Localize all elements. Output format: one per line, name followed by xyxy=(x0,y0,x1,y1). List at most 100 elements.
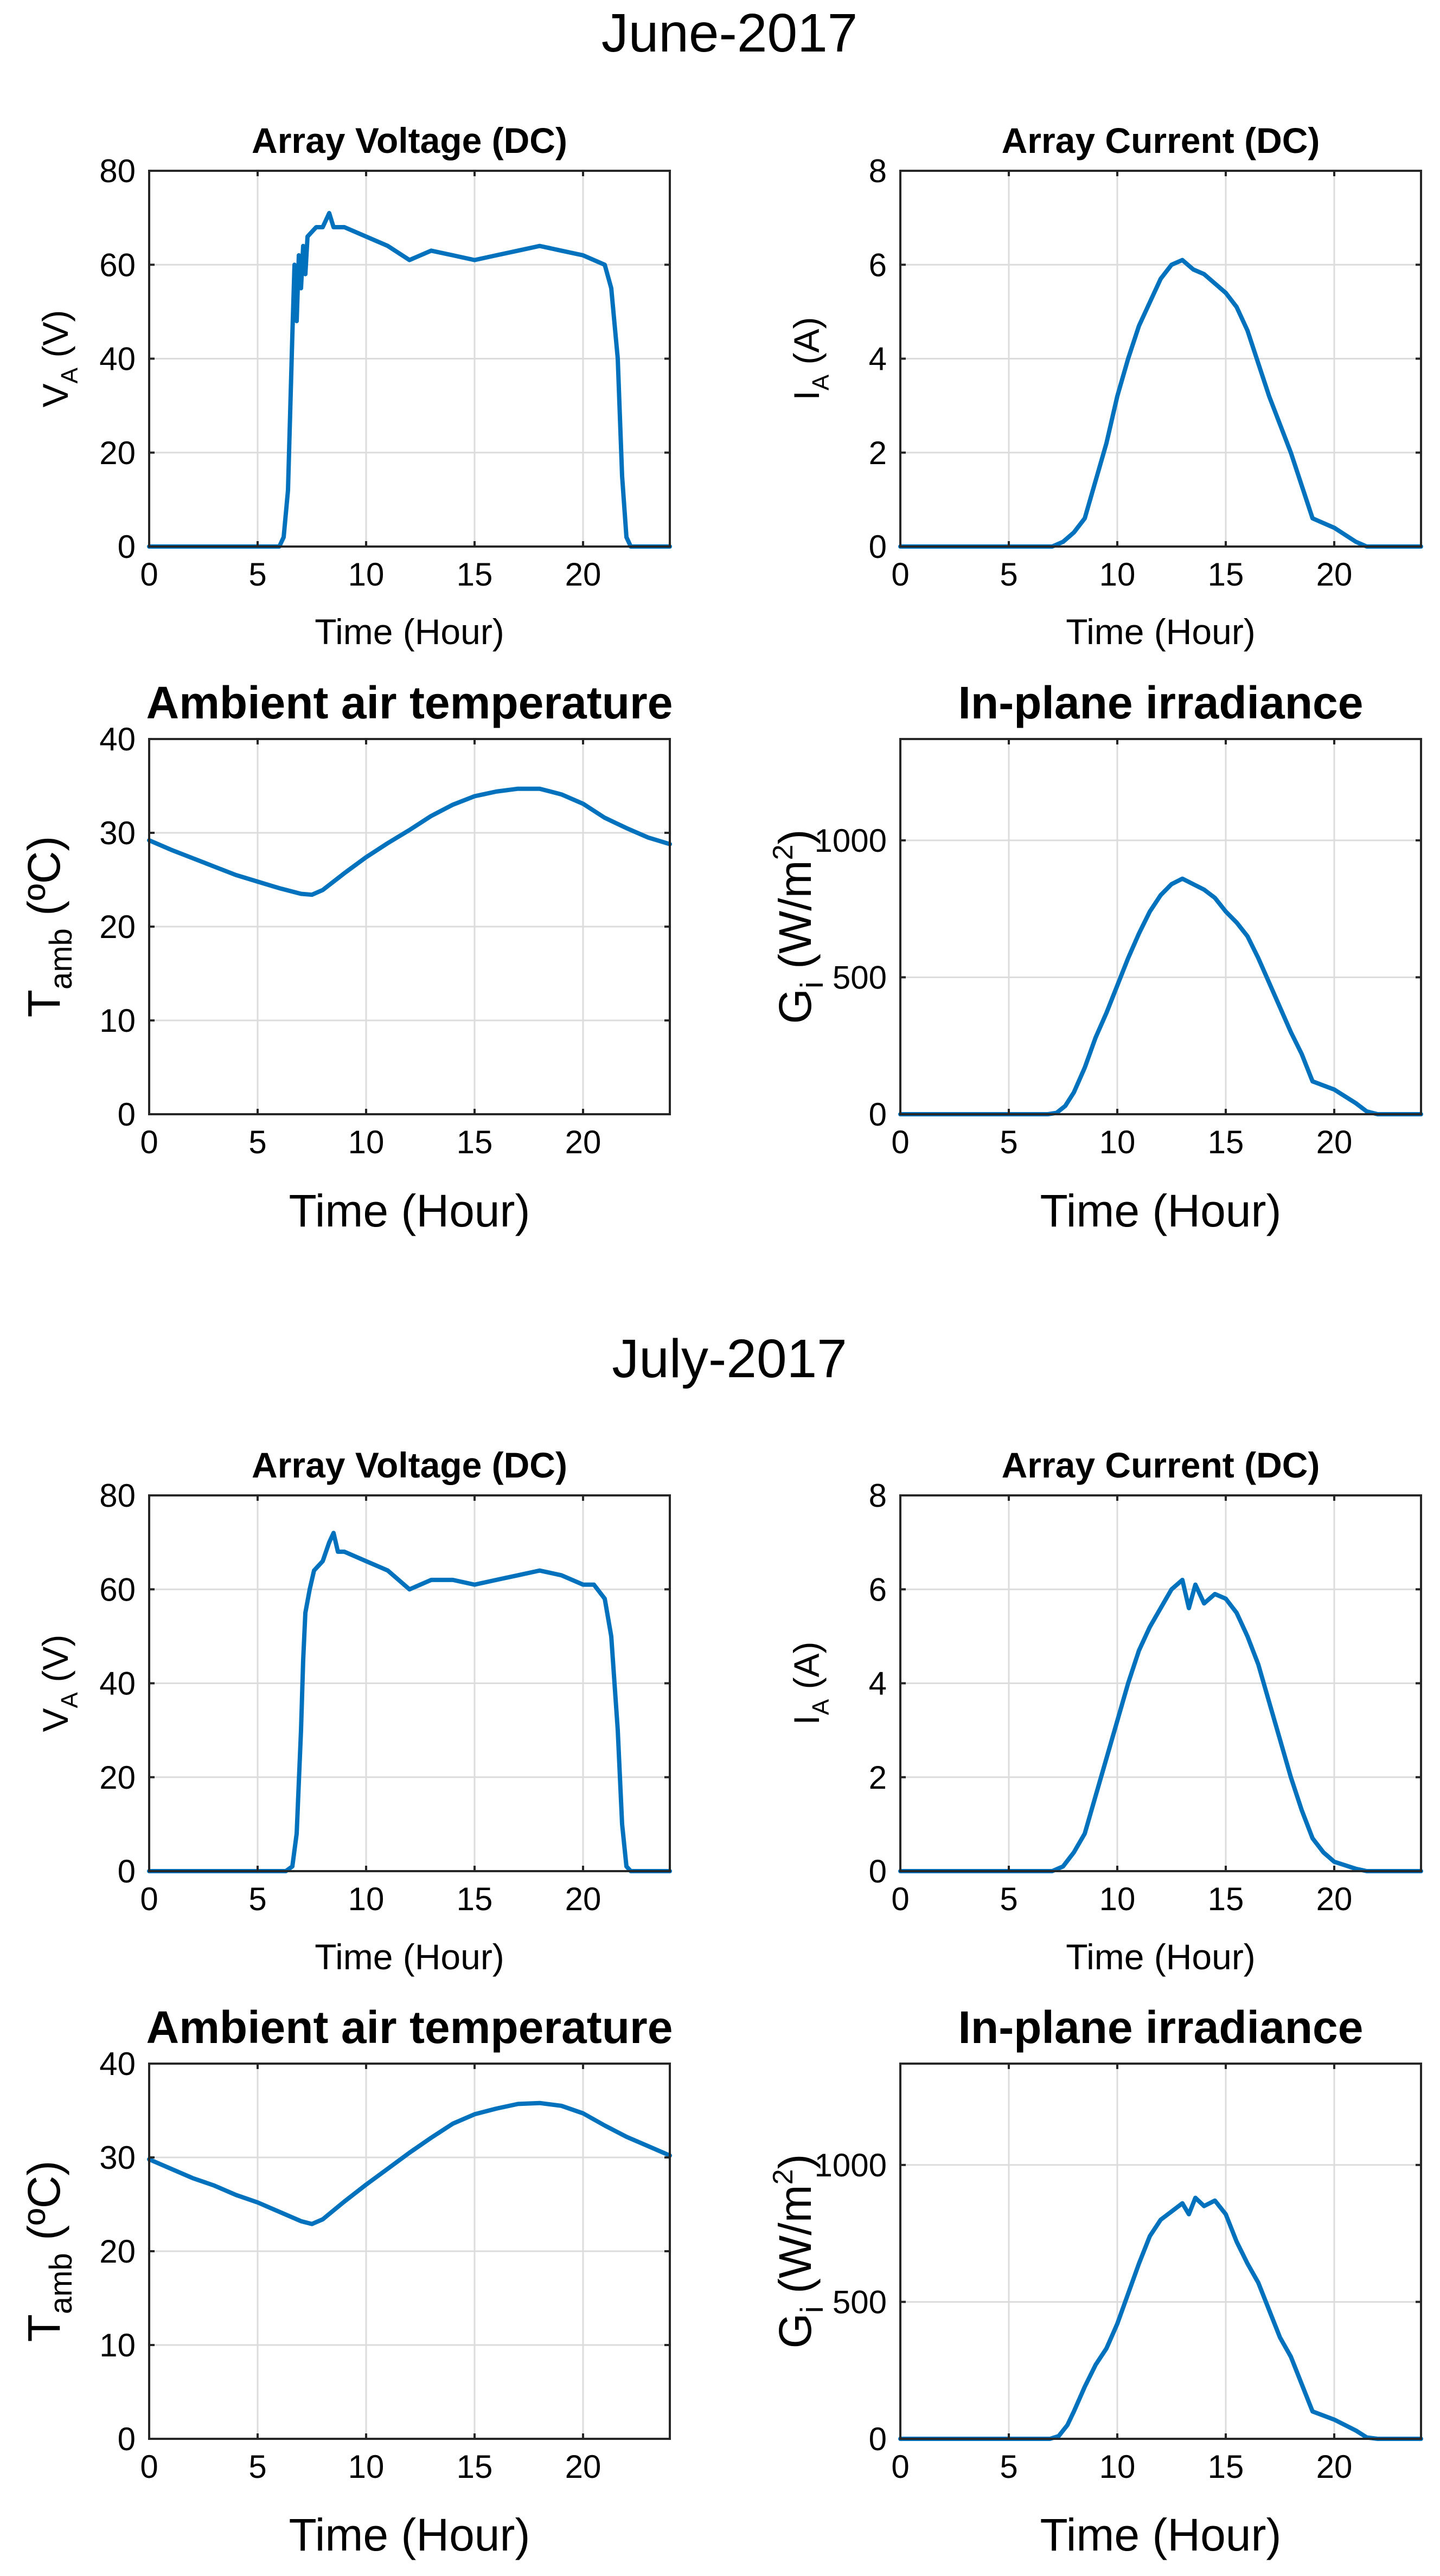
section-title-july: July-2017 xyxy=(612,1328,847,1389)
subplot-june-temperature: 0 5 10 15 20 0 10 20 30 40 Ambient air temperature… xyxy=(18,677,673,1236)
y-label-sub: A xyxy=(56,367,83,383)
plot-title: Array Voltage (DC) xyxy=(252,1445,567,1485)
y-axis-label: VA (V) xyxy=(35,310,83,408)
x-tick-label: 10 xyxy=(348,1124,385,1160)
x-tick-label: 10 xyxy=(1099,556,1136,593)
y-tick-label: 500 xyxy=(833,2284,887,2320)
y-tick-label: 40 xyxy=(99,721,136,757)
section-title-june: June-2017 xyxy=(601,3,858,63)
x-tick-label: 0 xyxy=(891,1124,909,1160)
y-tick-label: 10 xyxy=(99,1003,136,1039)
y-axis-label: IA (A) xyxy=(786,317,834,400)
x-tick-label: 5 xyxy=(1000,1124,1017,1160)
y-tick-label: 0 xyxy=(869,1096,887,1133)
y-tick-label: 0 xyxy=(118,2421,136,2457)
y-tick-label: 8 xyxy=(869,1477,887,1514)
y-tick-label: 1000 xyxy=(815,823,887,859)
y-tick-label: 4 xyxy=(869,341,887,377)
x-tick-label: 10 xyxy=(348,556,385,593)
y-tick-label: 0 xyxy=(118,1096,136,1133)
y-tick-label: 0 xyxy=(869,1853,887,1890)
y-label-sub: A xyxy=(808,1699,834,1715)
y-tick-label: 6 xyxy=(869,247,887,283)
y-label-sup: 2 xyxy=(767,2169,799,2185)
x-tick-label: 5 xyxy=(1000,2449,1017,2485)
y-tick-label: 20 xyxy=(99,909,136,945)
y-tick-label: 0 xyxy=(118,1853,136,1890)
x-tick-label: 20 xyxy=(565,1124,601,1160)
x-tick-label: 10 xyxy=(1099,1124,1136,1160)
y-tick-label: 60 xyxy=(99,1571,136,1608)
y-tick-label: 30 xyxy=(99,2140,136,2176)
y-tick-label: 80 xyxy=(99,1477,136,1514)
y-tick-label: 40 xyxy=(99,2046,136,2082)
y-tick-label: 10 xyxy=(99,2327,136,2363)
x-tick-label: 5 xyxy=(248,556,266,593)
x-tick-label: 15 xyxy=(457,556,493,593)
x-tick-label: 0 xyxy=(140,2449,158,2485)
y-label-unit: (V) xyxy=(35,310,75,368)
x-axis-label: Time (Hour) xyxy=(315,1937,504,1977)
subplot-july-current: 0 5 10 15 20 0 2 4 6 8 Array Current (DC) Time (Hou… xyxy=(786,1445,1423,1977)
y-label-sub: A xyxy=(56,1692,83,1708)
x-tick-label: 5 xyxy=(248,2449,266,2485)
x-tick-label: 10 xyxy=(1099,1881,1136,1917)
y-label-unit: (W/m xyxy=(770,860,821,981)
y-tick-label: 4 xyxy=(869,1666,887,1702)
x-tick-label: 15 xyxy=(1208,2449,1244,2485)
y-label-sub: amb xyxy=(43,928,79,990)
y-label-main: G xyxy=(770,988,821,1024)
x-tick-label: 5 xyxy=(1000,556,1017,593)
x-tick-label: 20 xyxy=(565,2449,601,2485)
x-tick-label: 0 xyxy=(891,1881,909,1917)
axes-frame xyxy=(899,2063,1422,2440)
y-tick-label: 20 xyxy=(99,435,136,471)
y-label-main: T xyxy=(18,990,69,1017)
x-tick-label: 20 xyxy=(1316,556,1353,593)
y-axis-label: Gi (W/m2) xyxy=(767,2154,830,2348)
x-axis-label: Time (Hour) xyxy=(1066,1937,1256,1977)
series-line-V_A xyxy=(147,1531,672,1873)
x-tick-label: 0 xyxy=(140,1881,158,1917)
y-tick-label: 0 xyxy=(869,529,887,565)
y-label-main: V xyxy=(35,383,75,407)
x-tick-label: 0 xyxy=(891,2449,909,2485)
subplot-july-irradiance: 0 5 10 15 20 0 500 1000 In-plane irradiance Time … xyxy=(767,2002,1423,2560)
plot-title: Array Current (DC) xyxy=(1002,120,1320,160)
x-tick-label: 20 xyxy=(1316,2449,1353,2485)
series-line-V_A xyxy=(147,211,672,549)
x-tick-label: 10 xyxy=(348,2449,385,2485)
y-axis-label: VA (V) xyxy=(35,1635,83,1732)
y-tick-label: 20 xyxy=(99,2233,136,2270)
series-line-T_amb xyxy=(147,786,672,897)
y-label-unit-end: ) xyxy=(770,829,821,844)
y-tick-label: 0 xyxy=(118,529,136,565)
y-axis-label: IA (A) xyxy=(786,1641,834,1725)
x-tick-label: 5 xyxy=(1000,1881,1017,1917)
subplot-june-irradiance: 0 5 10 15 20 0 500 1000 In-plane irradiance Time … xyxy=(767,677,1423,1236)
plot-title: In-plane irradiance xyxy=(958,677,1364,728)
y-label-unit: (A) xyxy=(786,317,827,374)
subplot-june-voltage: 0 5 10 15 20 0 20 40 60 80 Array Voltage (DC) Time … xyxy=(35,120,672,652)
y-tick-label: 40 xyxy=(99,1666,136,1702)
x-tick-label: 0 xyxy=(140,556,158,593)
y-label-sub: A xyxy=(808,374,834,390)
y-label-sub: amb xyxy=(43,2253,79,2314)
x-axis-label: Time (Hour) xyxy=(1040,1185,1282,1236)
y-tick-label: 60 xyxy=(99,247,136,283)
y-label-sub: i xyxy=(795,981,830,988)
y-tick-label: 80 xyxy=(99,153,136,189)
plot-title: Ambient air temperature xyxy=(146,677,673,728)
x-tick-label: 5 xyxy=(248,1124,266,1160)
subplot-july-voltage: 0 5 10 15 20 0 20 40 60 80 Array Voltage (DC) Time … xyxy=(35,1445,672,1977)
x-tick-label: 20 xyxy=(1316,1124,1353,1160)
y-label-unit: (A) xyxy=(786,1641,827,1699)
y-tick-label: 6 xyxy=(869,1571,887,1608)
x-tick-label: 5 xyxy=(248,1881,266,1917)
x-tick-label: 0 xyxy=(140,1124,158,1160)
y-label-main: T xyxy=(18,2314,69,2342)
plot-title: Ambient air temperature xyxy=(146,2002,673,2053)
y-label-unit: (ºC) xyxy=(18,2161,69,2253)
plot-title: Array Current (DC) xyxy=(1002,1445,1320,1485)
y-tick-label: 500 xyxy=(833,959,887,995)
